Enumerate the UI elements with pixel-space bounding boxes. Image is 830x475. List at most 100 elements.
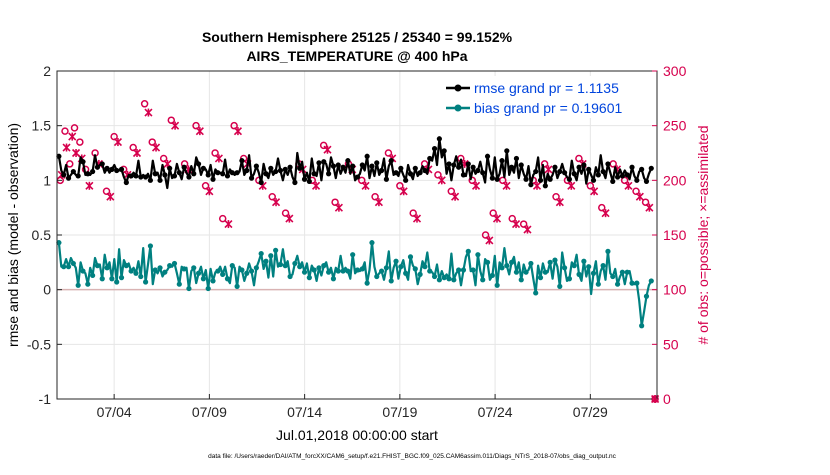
- bias-data-point: [70, 260, 76, 267]
- rmse-data-point: [634, 177, 640, 183]
- bias-data-point: [200, 276, 206, 282]
- obs-possible-marker: [519, 220, 528, 228]
- obs-assimilated-marker: [645, 203, 654, 212]
- x-tick-label: 07/19: [382, 404, 417, 420]
- obs-possible-marker: [211, 149, 219, 157]
- bias-data-point: [268, 253, 274, 259]
- obs-possible-marker: [498, 176, 507, 185]
- bias-data-point: [542, 269, 548, 275]
- rmse-data-point: [475, 167, 481, 174]
- obs-possible-marker: [447, 187, 456, 196]
- rmse-data-point: [215, 170, 221, 176]
- obs-possible-marker: [632, 187, 640, 196]
- obs-assimilated-marker: [492, 214, 502, 223]
- rmse-data-point: [359, 162, 365, 168]
- obs-possible-marker: [641, 198, 650, 206]
- bias-data-point: [494, 282, 500, 288]
- bias-data-point: [248, 268, 255, 274]
- bias-data-point: [118, 275, 125, 281]
- rmse-data-point: [224, 173, 231, 179]
- rmse-data-point: [374, 160, 380, 166]
- obs-possible-marker: [540, 160, 549, 168]
- bias-data-point: [277, 261, 284, 268]
- rmse-data-point: [369, 163, 375, 169]
- x-tick-label: 07/09: [192, 404, 227, 420]
- bias-data-point: [460, 267, 467, 273]
- bias-data-point: [509, 259, 515, 265]
- bias-data-point: [456, 267, 462, 273]
- bias-data-point: [427, 268, 433, 274]
- rmse-data-point: [412, 165, 418, 171]
- bias-data-point: [162, 269, 168, 275]
- y-left-tick-label: -1: [39, 391, 52, 407]
- bias-data-point: [292, 260, 298, 267]
- y-right-tick-label: 0: [663, 391, 671, 407]
- obs-assimilated-marker: [144, 108, 153, 117]
- rmse-data-point: [350, 163, 356, 169]
- rmse-data-point: [523, 176, 529, 182]
- bias-data-point: [282, 263, 288, 269]
- chart-subtitle: AIRS_TEMPERATURE @ 400 hPa: [246, 48, 467, 64]
- bias-data-point: [566, 276, 573, 282]
- rmse-data-point: [109, 166, 115, 172]
- chart-title: Southern Hemisphere 25125 / 25340 = 99.1…: [202, 29, 513, 45]
- obs-assimilated-marker: [399, 187, 408, 196]
- legend-box: [440, 76, 652, 118]
- bias-data-point: [340, 268, 346, 274]
- rmse-data-point: [509, 164, 515, 170]
- rmse-data-point: [518, 162, 524, 168]
- bias-data-point: [513, 269, 520, 275]
- rmse-data-point: [643, 178, 650, 185]
- rmse-data-point: [273, 168, 279, 175]
- y-left-tick-label: 2: [43, 63, 51, 79]
- bias-data-point: [634, 280, 640, 286]
- y-right-tick-label: 50: [663, 336, 679, 352]
- rmse-data-point: [263, 171, 269, 177]
- obs-assimilated-marker: [224, 220, 233, 229]
- bias-data-point: [576, 271, 582, 277]
- rmse-data-point: [446, 161, 452, 167]
- x-tick-label: 07/04: [97, 404, 132, 420]
- rmse-data-point: [547, 176, 553, 182]
- rmse-data-point: [195, 161, 202, 167]
- rmse-data-point: [277, 167, 284, 174]
- rmse-data-point: [571, 171, 577, 177]
- y-left-tick-label: 1: [43, 172, 51, 188]
- rmse-data-point: [576, 164, 582, 170]
- bias-data-point: [128, 268, 134, 274]
- bias-data-point: [56, 240, 62, 246]
- rmse-data-point: [422, 167, 428, 174]
- rmse-data-point: [552, 164, 558, 170]
- obs-possible-marker: [129, 143, 137, 152]
- obs-possible-marker: [218, 214, 227, 223]
- data-file-footer: data file: /Users/raeder/DAI/ATM_forcXX/…: [208, 453, 617, 460]
- rmse-data-point: [326, 171, 332, 177]
- rmse-data-point: [181, 164, 187, 170]
- rmse-data-point: [85, 171, 91, 177]
- grid-lines: [57, 71, 657, 399]
- rmse-data-point: [220, 171, 226, 177]
- rmse-data-point: [383, 176, 389, 182]
- y-right-tick-label: 250: [663, 118, 687, 134]
- rmse-data-point: [229, 170, 235, 176]
- obs-possible-marker: [148, 138, 156, 146]
- bias-data-point: [470, 267, 476, 273]
- rmse-data-point: [354, 174, 361, 180]
- rmse-data-point: [128, 173, 134, 179]
- rmse-data-point: [306, 178, 312, 185]
- obs-assimilated-marker: [471, 181, 481, 190]
- bias-data-point: [364, 280, 370, 286]
- obs-assimilated-marker: [233, 127, 243, 136]
- x-tick-label: 07/29: [573, 404, 608, 420]
- bias-data-point: [422, 264, 428, 270]
- obs-assimilated-marker: [106, 192, 115, 201]
- rmse-data-point: [489, 175, 495, 181]
- rmse-data-point: [403, 177, 409, 183]
- y-right-tick-label: 100: [663, 282, 687, 298]
- bias-data-point: [335, 268, 341, 274]
- legend-bias-marker: [454, 104, 462, 112]
- bias-data-point: [359, 266, 365, 272]
- rmse-data-point: [90, 168, 96, 175]
- x-axis-ticks: 07/04 07/09 07/14 07/19 07/24 07/29: [97, 394, 608, 420]
